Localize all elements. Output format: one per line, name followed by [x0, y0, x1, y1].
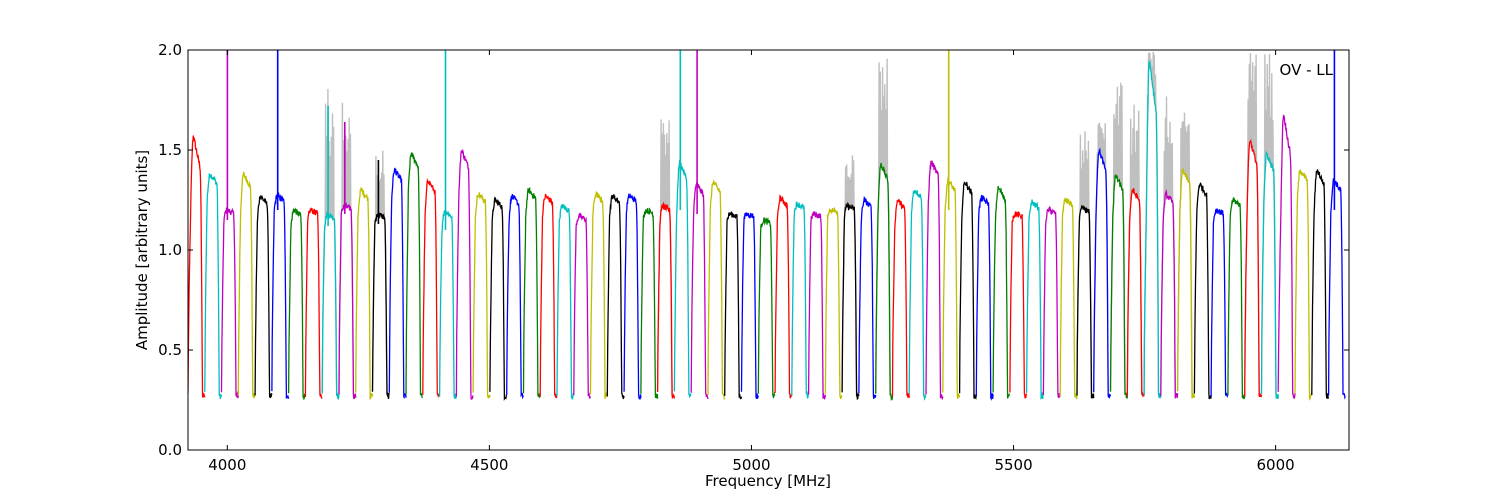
annotation-label: OV - LL: [1280, 61, 1334, 79]
series-line-channel-69: [1327, 178, 1346, 400]
y-axis-label: Amplitude [arbitrary units]: [133, 150, 151, 350]
series-line-channel-15: [422, 178, 441, 399]
series-line-channel-43: [891, 198, 910, 398]
series-line-channel-24: [573, 212, 592, 399]
x-axis-label: Frequency [MHz]: [705, 472, 831, 490]
series-line-channel-50: [1009, 210, 1028, 399]
series-line-channel-6: [271, 191, 290, 399]
series-line-channel-45: [925, 160, 944, 401]
x-tick-label: 4000: [208, 456, 246, 474]
series-layer: [188, 50, 1346, 402]
series-line-channel-37: [791, 201, 810, 399]
series-line-channel-52: [1042, 205, 1061, 399]
series-line-channel-39: [824, 206, 843, 400]
series-line-channel-2: [204, 173, 223, 399]
series-line-channel-53: [1059, 196, 1078, 400]
series-line-channel-64: [1244, 138, 1263, 398]
y-tick-label: 2.0: [158, 41, 182, 59]
series-line-channel-59: [1160, 188, 1179, 399]
series-line-channel-38: [807, 211, 827, 401]
series-line-channel-67: [1294, 169, 1313, 401]
series-line-channel-36: [774, 194, 793, 399]
series-line-channel-22: [539, 193, 558, 399]
series-line-channel-1: [188, 135, 206, 398]
series-line-channel-51: [1025, 199, 1044, 400]
series-line-channel-40: [841, 201, 860, 401]
x-tick-label: 4500: [470, 456, 508, 474]
series-line-channel-10: [338, 202, 357, 400]
y-tick-label: 1.5: [158, 141, 182, 159]
series-line-channel-8: [304, 206, 323, 399]
x-tick-label: 5500: [994, 456, 1032, 474]
series-line-channel-41: [858, 195, 877, 399]
series-line-channel-32: [707, 179, 726, 400]
series-line-channel-54: [1076, 205, 1095, 399]
series-line-channel-42: [875, 162, 894, 401]
series-line-channel-12: [371, 212, 390, 399]
series-line-channel-28: [640, 207, 659, 399]
series-line-channel-46: [942, 177, 961, 399]
series-line-channel-31: [690, 181, 709, 400]
series-line-channel-48: [975, 194, 994, 401]
series-line-channel-30: [673, 159, 692, 399]
ticks-layer: 4000 4500 5000 5500 6000 0.0 0.5 1.0 1.5 2.0: [158, 41, 1349, 474]
y-tick-label: 0.5: [158, 341, 182, 359]
series-line-channel-9: [321, 211, 340, 401]
series-line-channel-68: [1311, 169, 1330, 399]
series-line-channel-33: [724, 211, 743, 400]
series-line-channel-34: [740, 212, 759, 399]
series-line-channel-63: [1227, 197, 1246, 400]
series-line-channel-25: [589, 191, 608, 399]
series-line-channel-62: [1210, 207, 1229, 398]
y-tick-label: 0.0: [158, 441, 182, 459]
x-tick-label: 6000: [1257, 456, 1295, 474]
series-line-channel-20: [506, 193, 525, 400]
series-line-channel-44: [908, 189, 927, 401]
series-line-channel-13: [388, 167, 407, 400]
series-line-channel-61: [1193, 182, 1212, 400]
series-line-channel-3: [220, 207, 239, 399]
series-line-channel-14: [405, 151, 424, 399]
series-line-channel-66: [1277, 114, 1296, 399]
series-line-channel-55: [1093, 147, 1112, 400]
series-line-channel-29: [656, 201, 676, 399]
series-line-channel-47: [958, 181, 977, 400]
series-line-channel-19: [489, 196, 508, 402]
series-line-channel-26: [606, 194, 625, 400]
series-line-channel-5: [254, 194, 273, 399]
series-line-channel-18: [472, 192, 491, 400]
series-line-channel-16: [438, 209, 458, 399]
series-line-channel-60: [1176, 168, 1196, 399]
series-line-channel-11: [355, 186, 374, 401]
series-line-channel-4: [237, 171, 256, 399]
series-line-channel-17: [455, 148, 474, 400]
series-line-channel-27: [623, 193, 642, 400]
series-line-channel-56: [1109, 174, 1128, 399]
plot-background: [188, 50, 1349, 450]
series-line-channel-23: [556, 203, 575, 401]
x-tick-label: 5000: [732, 456, 770, 474]
series-line-channel-57: [1126, 187, 1145, 398]
series-line-channel-7: [287, 207, 307, 401]
y-tick-label: 1.0: [158, 241, 182, 259]
series-line-channel-65: [1260, 150, 1279, 399]
series-line-channel-58: [1143, 60, 1162, 399]
series-line-channel-49: [992, 185, 1011, 399]
series-line-channel-35: [757, 216, 776, 399]
series-line-channel-21: [522, 187, 541, 399]
